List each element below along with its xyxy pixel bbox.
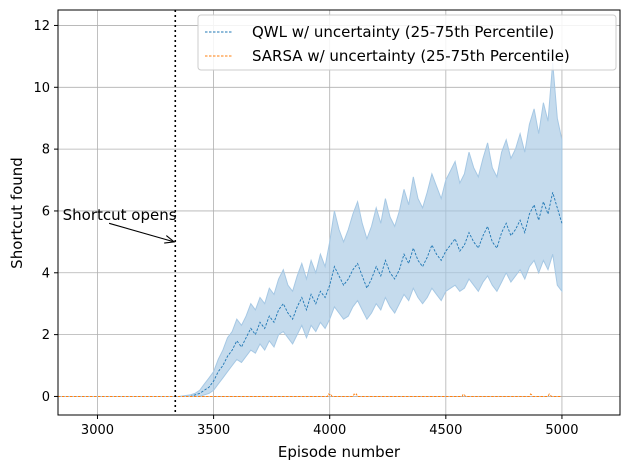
plot-frame [57,9,621,416]
y-axis-title: Shortcut found [8,157,26,269]
legend-label-sarsa: SARSA w/ uncertainty (25-75th Percentile… [252,47,570,65]
y-tick-label: 10 [33,81,50,96]
band-series-0 [58,62,563,397]
legend-box [197,14,617,71]
y-tick-label: 2 [42,328,50,343]
uncertainty-bands [58,62,563,397]
annotation-arrow [108,222,175,243]
annotation-arrowhead [164,235,176,244]
annotation: Shortcut opens [63,206,177,244]
x-tick-label: 3500 [197,423,230,438]
axis-ticks: 3000 3500 4000 4500 5000 0 2 4 6 8 10 12 [33,19,578,438]
y-tick-label: 6 [42,204,50,219]
y-tick-label: 4 [42,266,50,281]
x-axis-title: Episode number [278,443,401,461]
legend: QWL w/ uncertainty (25-75th Percentile) … [197,14,617,71]
y-tick-label: 8 [42,143,50,158]
line-series-0 [58,192,563,397]
legend-label-qwl: QWL w/ uncertainty (25-75th Percentile) [252,23,554,41]
x-tick-label: 4500 [429,423,462,438]
x-tick-label: 3000 [81,423,114,438]
x-tick-label: 4000 [313,423,346,438]
line-series-1 [58,393,562,397]
y-tick-label: 0 [42,390,50,405]
annotation-text: Shortcut opens [63,206,177,224]
y-tick-label: 12 [33,19,50,34]
series-lines [58,192,563,397]
x-tick-label: 5000 [545,423,578,438]
